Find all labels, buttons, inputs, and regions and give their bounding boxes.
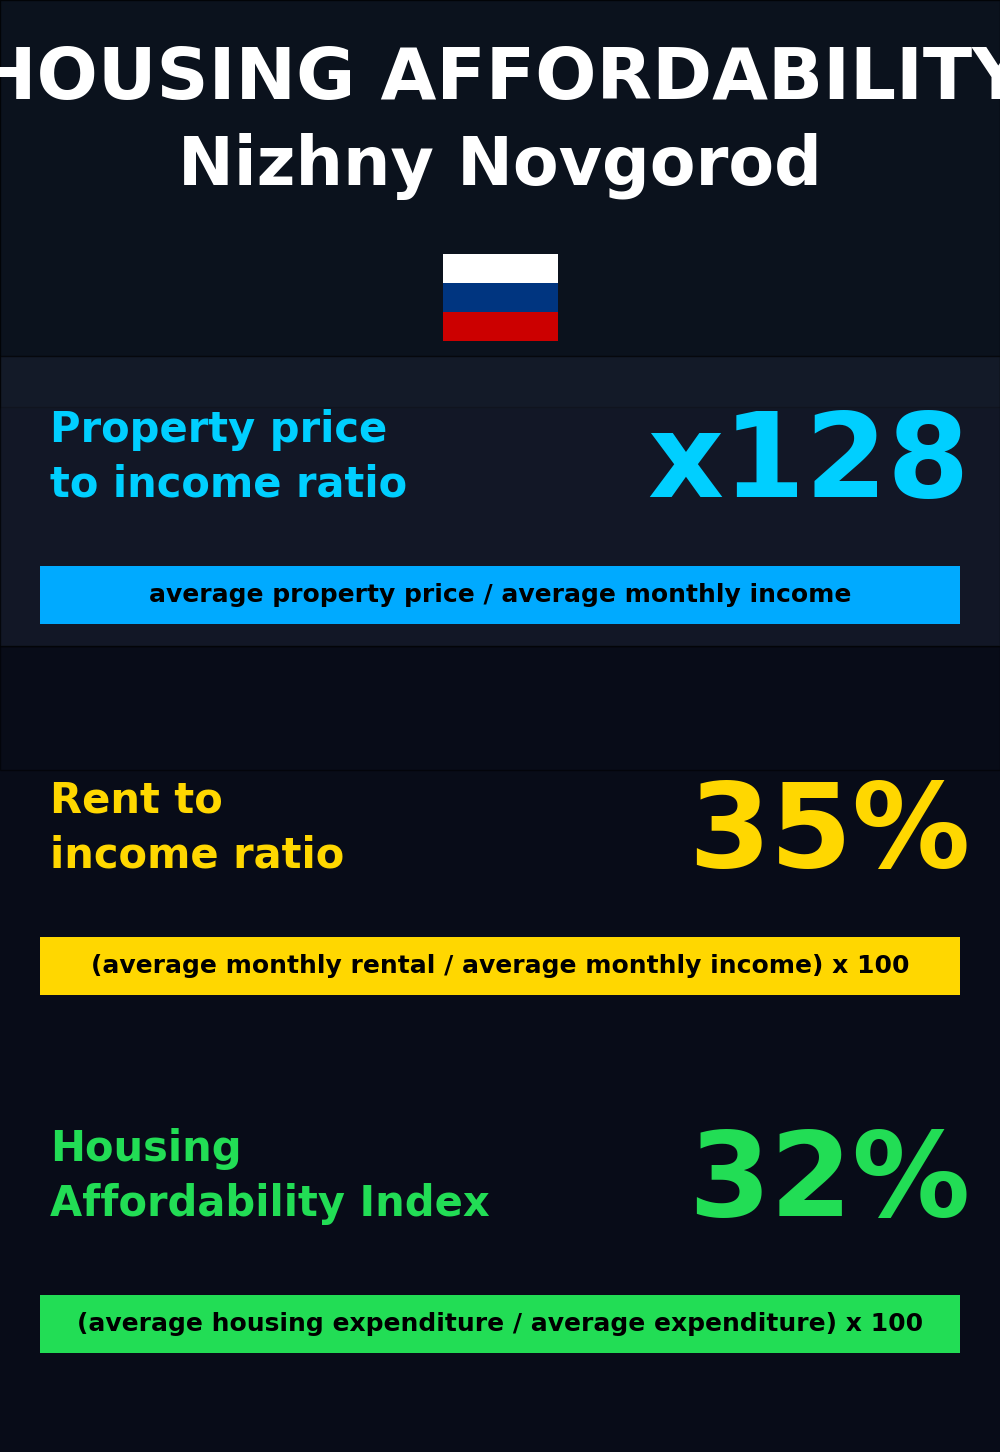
Text: Rent to
income ratio: Rent to income ratio bbox=[50, 780, 344, 876]
Text: Housing
Affordability Index: Housing Affordability Index bbox=[50, 1128, 490, 1224]
FancyBboxPatch shape bbox=[40, 1295, 960, 1353]
Text: Property price
to income ratio: Property price to income ratio bbox=[50, 409, 407, 505]
Text: (average monthly rental / average monthly income) x 100: (average monthly rental / average monthl… bbox=[91, 954, 909, 977]
Text: x128: x128 bbox=[648, 407, 970, 523]
FancyBboxPatch shape bbox=[0, 0, 1000, 407]
Text: Nizhny Novgorod: Nizhny Novgorod bbox=[178, 134, 822, 200]
FancyBboxPatch shape bbox=[442, 312, 558, 341]
FancyBboxPatch shape bbox=[442, 283, 558, 312]
FancyBboxPatch shape bbox=[40, 566, 960, 624]
FancyBboxPatch shape bbox=[0, 356, 1000, 646]
FancyBboxPatch shape bbox=[442, 254, 558, 283]
FancyBboxPatch shape bbox=[0, 646, 1000, 770]
Text: HOUSING AFFORDABILITY: HOUSING AFFORDABILITY bbox=[0, 45, 1000, 115]
Text: 35%: 35% bbox=[688, 777, 970, 893]
Text: (average housing expenditure / average expenditure) x 100: (average housing expenditure / average e… bbox=[77, 1313, 923, 1336]
FancyBboxPatch shape bbox=[40, 937, 960, 995]
Text: 32%: 32% bbox=[688, 1125, 970, 1241]
Text: average property price / average monthly income: average property price / average monthly… bbox=[149, 584, 851, 607]
